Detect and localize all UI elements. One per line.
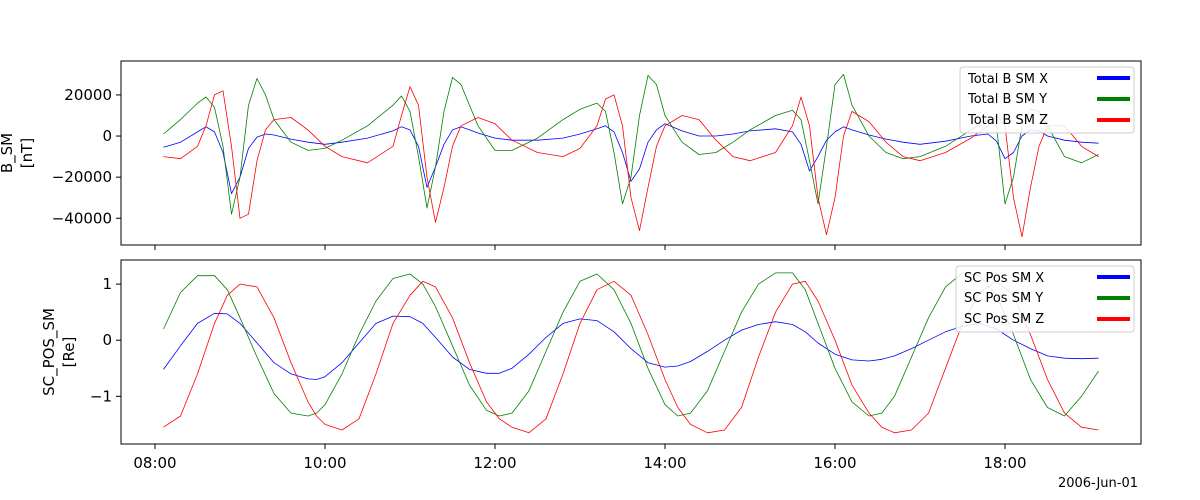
b-sm-ylabel-line2: [nT] bbox=[18, 138, 36, 168]
sc-pos-panel: 1 0 −1 08:00 10:00 12:00 14:00 16:00 18:00 SC_P… bbox=[40, 259, 1142, 472]
b-sm-legend-box bbox=[959, 66, 1135, 134]
b-sm-legend-label-z: Total B SM Z bbox=[967, 113, 1048, 128]
b-sm-y-tick-label: −40000 bbox=[52, 209, 112, 227]
sc-pos-ylabel-line1: SC_POS_SM bbox=[40, 308, 59, 396]
b-sm-legend-label-x: Total B SM X bbox=[967, 72, 1048, 87]
sc-pos-x-tick-label: 14:00 bbox=[643, 454, 686, 472]
sc-pos-ylabel-line2: [Re] bbox=[60, 337, 78, 368]
sc-pos-x-tick-label: 16:00 bbox=[813, 454, 856, 472]
sc-pos-legend: SC Pos SM X SC Pos SM Y SC Pos SM Z bbox=[955, 265, 1135, 333]
b-sm-x-ticks bbox=[154, 245, 1006, 250]
b-sm-series-line-y bbox=[163, 74, 1099, 215]
sc-pos-plot-frame bbox=[120, 259, 1142, 445]
b-sm-legend-label-y: Total B SM Y bbox=[967, 92, 1047, 107]
b-sm-y-tick-label: −20000 bbox=[52, 168, 112, 186]
sc-pos-y-tick-label: 1 bbox=[102, 275, 112, 293]
sc-pos-series-line-z bbox=[163, 280, 1099, 434]
b-sm-y-ticks: 20000 0 −20000 −40000 bbox=[52, 86, 121, 227]
sc-pos-y-ticks: 1 0 −1 bbox=[90, 275, 121, 405]
b-sm-plot-frame bbox=[120, 60, 1142, 246]
sc-pos-legend-label-y: SC Pos SM Y bbox=[964, 291, 1043, 306]
b-sm-legend: Total B SM X Total B SM Y Total B SM Z bbox=[959, 66, 1135, 134]
sc-pos-y-tick-label: 0 bbox=[102, 331, 112, 349]
b-sm-ylabel-line1: B_SM bbox=[0, 133, 17, 173]
b-sm-y-tick-label: 0 bbox=[102, 127, 112, 145]
b-sm-y-tick-label: 20000 bbox=[64, 86, 112, 104]
sc-pos-x-tick-label: 08:00 bbox=[133, 454, 176, 472]
sc-pos-x-ticks: 08:00 10:00 12:00 14:00 16:00 18:00 bbox=[133, 444, 1027, 472]
sc-pos-series-line-x bbox=[163, 312, 1099, 380]
sc-pos-legend-label-x: SC Pos SM X bbox=[964, 271, 1044, 286]
date-label: 2006-Jun-01 bbox=[1058, 476, 1138, 491]
b-sm-series-line-z bbox=[163, 86, 1099, 238]
sc-pos-x-tick-label: 10:00 bbox=[303, 454, 346, 472]
sc-pos-y-tick-label: −1 bbox=[90, 387, 112, 405]
sc-pos-legend-label-z: SC Pos SM Z bbox=[964, 312, 1044, 327]
b-sm-panel: 20000 0 −20000 −40000 B_SM [nT] Total B SM … bbox=[0, 60, 1142, 250]
b-sm-series bbox=[163, 74, 1099, 238]
sc-pos-x-tick-label: 12:00 bbox=[473, 454, 516, 472]
sc-pos-x-tick-label: 18:00 bbox=[983, 454, 1026, 472]
sc-pos-legend-box bbox=[955, 265, 1135, 333]
sc-pos-series bbox=[163, 272, 1099, 434]
